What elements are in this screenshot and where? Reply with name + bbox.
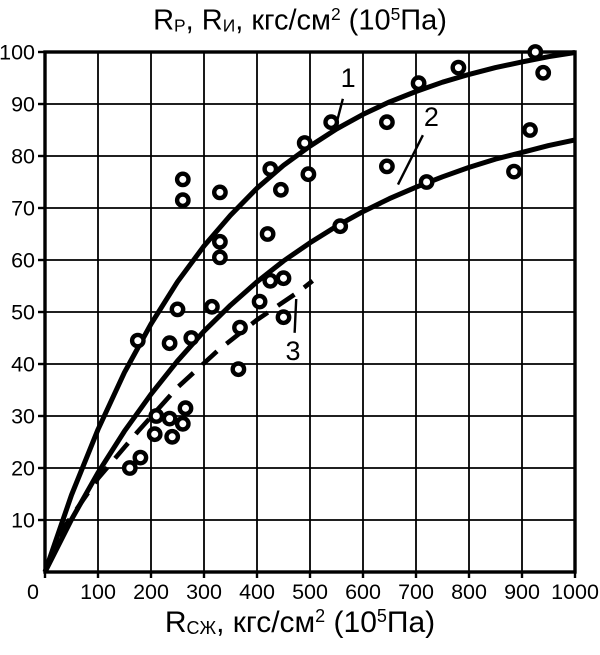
data-point — [230, 361, 247, 378]
data-point — [161, 410, 178, 427]
x-axis-title-segment-0: R — [164, 606, 187, 639]
chart-title-segment-0: R — [153, 4, 175, 37]
x-tick-label: 100 — [80, 580, 116, 604]
data-point — [174, 415, 191, 432]
data-point — [262, 272, 279, 289]
curve-3-dashed — [56, 278, 315, 537]
chart-title-segment-8: Па) — [400, 4, 447, 37]
data-point — [161, 335, 178, 352]
data-point — [164, 428, 181, 445]
chart-title-segment-4: , кгс/см — [235, 4, 331, 37]
plot-border — [43, 50, 577, 574]
x-axis-title: RСЖ, кгс/см2 (105Па) — [0, 606, 600, 639]
x-axis-title-segment-5: 5 — [376, 606, 387, 627]
y-tick-label: 80 — [11, 145, 35, 169]
x-axis-title-segment-6: Па) — [386, 606, 436, 639]
data-point — [132, 449, 149, 466]
x-tick-label: 500 — [292, 580, 328, 604]
data-point — [418, 174, 435, 190]
x-tick-label: 1000 — [551, 580, 599, 604]
y-tick-label: 90 — [11, 93, 35, 117]
x-tick-label: 600 — [345, 580, 381, 604]
data-point — [378, 158, 395, 175]
curve-label-1: 1 — [341, 63, 356, 93]
x-axis-title-segment-3: 2 — [315, 606, 326, 627]
data-point — [323, 114, 340, 131]
data-point — [174, 171, 191, 188]
data-point — [262, 161, 279, 177]
data-point — [203, 298, 220, 315]
x-tick-label: 200 — [133, 580, 169, 604]
curve-label-leader-3 — [293, 298, 298, 333]
data-point — [450, 59, 467, 76]
chart-title-segment-5: 2 — [330, 4, 341, 24]
data-point — [146, 426, 163, 443]
curve-label-3: 3 — [286, 336, 301, 366]
data-point — [275, 309, 292, 326]
chart-title-segment-1: Р — [174, 15, 186, 36]
data-point — [410, 75, 427, 92]
data-point — [272, 181, 289, 198]
chart-title-segment-7: 5 — [390, 4, 401, 24]
data-point — [506, 163, 522, 180]
x-tick-label: 900 — [504, 580, 540, 604]
chart-title-segment-2: , R — [185, 4, 223, 37]
x-tick-label: 800 — [451, 580, 487, 604]
x-tick-label: 700 — [398, 580, 434, 604]
data-point — [251, 293, 268, 310]
data-point — [169, 301, 186, 318]
curve-label-2: 2 — [424, 102, 439, 132]
y-tick-label: 50 — [11, 301, 35, 325]
y-tick-label: 100 — [0, 44, 35, 65]
chart-title-segment-3: И — [222, 15, 236, 36]
chart-title: RР, RИ, кгс/см2 (105Па) — [0, 0, 600, 44]
y-tick-label: 20 — [11, 457, 35, 481]
chart-title-segment-6: (10 — [340, 4, 391, 37]
curve-label-leader-2 — [396, 134, 424, 186]
data-point — [211, 249, 228, 266]
y-tick-label: 60 — [11, 249, 35, 273]
data-point — [148, 408, 165, 424]
y-tick-label: 70 — [11, 197, 35, 221]
data-point — [211, 233, 228, 250]
x-tick-label: 300 — [186, 580, 222, 604]
data-point — [177, 400, 194, 417]
data-point — [296, 135, 313, 151]
x-axis-title-segment-2: , кгс/см — [216, 606, 316, 639]
x-axis-title-segment-4: (10 — [325, 606, 377, 639]
data-point — [211, 184, 228, 201]
y-tick-label: 10 — [11, 509, 35, 533]
curve-2 — [42, 137, 576, 574]
data-point — [259, 226, 276, 242]
data-point — [300, 166, 317, 183]
data-point — [174, 192, 191, 209]
y-tick-label: 40 — [11, 353, 35, 377]
x-axis-title-segment-1: СЖ — [186, 618, 217, 639]
x-tick-label: 0 — [27, 580, 39, 604]
y-tick-label: 30 — [11, 405, 35, 429]
data-point — [121, 460, 138, 476]
data-point — [527, 44, 544, 60]
data-point — [332, 218, 349, 235]
data-point — [232, 319, 248, 336]
data-point — [129, 332, 146, 349]
data-point — [183, 330, 200, 346]
data-point — [535, 64, 552, 81]
x-tick-label: 400 — [239, 580, 275, 604]
data-point — [378, 114, 395, 131]
data-point — [522, 122, 538, 138]
data-point — [275, 270, 292, 287]
